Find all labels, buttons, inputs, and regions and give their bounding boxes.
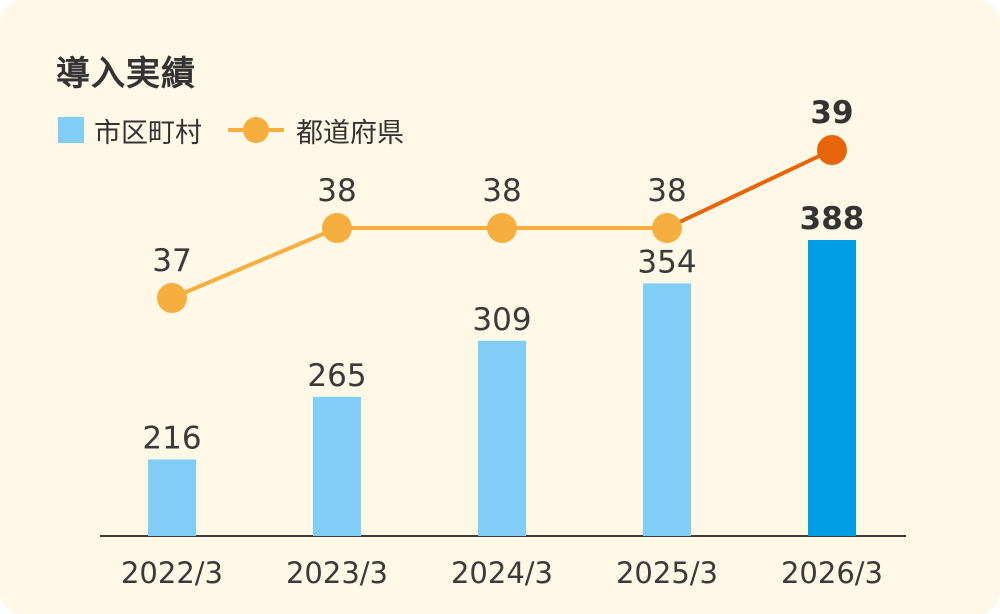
legend-line-label: 都道府県 — [296, 117, 404, 149]
bar-2022/3 — [148, 459, 196, 536]
line-value-label: 38 — [647, 173, 686, 209]
line-point-2025/3 — [652, 213, 682, 243]
x-tick-label: 2024/3 — [451, 556, 553, 590]
line-value-label: 38 — [482, 173, 521, 209]
line-value-label: 39 — [810, 95, 853, 131]
bar-value-label: 309 — [472, 302, 531, 338]
legend-bar-swatch — [58, 117, 84, 143]
bar-2023/3 — [313, 396, 361, 536]
legend-bar-label: 市区町村 — [94, 117, 202, 149]
bar-2024/3 — [478, 340, 526, 536]
bar-value-label: 388 — [800, 201, 865, 237]
line-point-2024/3 — [487, 213, 517, 243]
chart-title: 導入実績 — [56, 54, 196, 94]
bar-value-label: 354 — [637, 244, 696, 280]
bar-value-label: 265 — [307, 358, 366, 394]
x-tick-label: 2026/3 — [781, 556, 883, 590]
line-segment — [666, 148, 833, 230]
line-value-label: 38 — [317, 173, 356, 209]
bar-2025/3 — [643, 283, 691, 536]
bar-value-label: 216 — [142, 420, 201, 456]
x-tick-label: 2022/3 — [121, 556, 223, 590]
line-value-label: 37 — [152, 243, 191, 279]
line-point-2022/3 — [157, 283, 187, 313]
line-point-2026/3 — [817, 135, 847, 165]
bar-2026/3 — [808, 240, 856, 536]
x-tick-label: 2023/3 — [286, 556, 388, 590]
legend: 市区町村 都道府県 — [58, 112, 404, 149]
legend-line-swatch — [228, 117, 284, 143]
line-segment — [171, 226, 338, 300]
line-point-2023/3 — [322, 213, 352, 243]
x-tick-label: 2025/3 — [616, 556, 718, 590]
